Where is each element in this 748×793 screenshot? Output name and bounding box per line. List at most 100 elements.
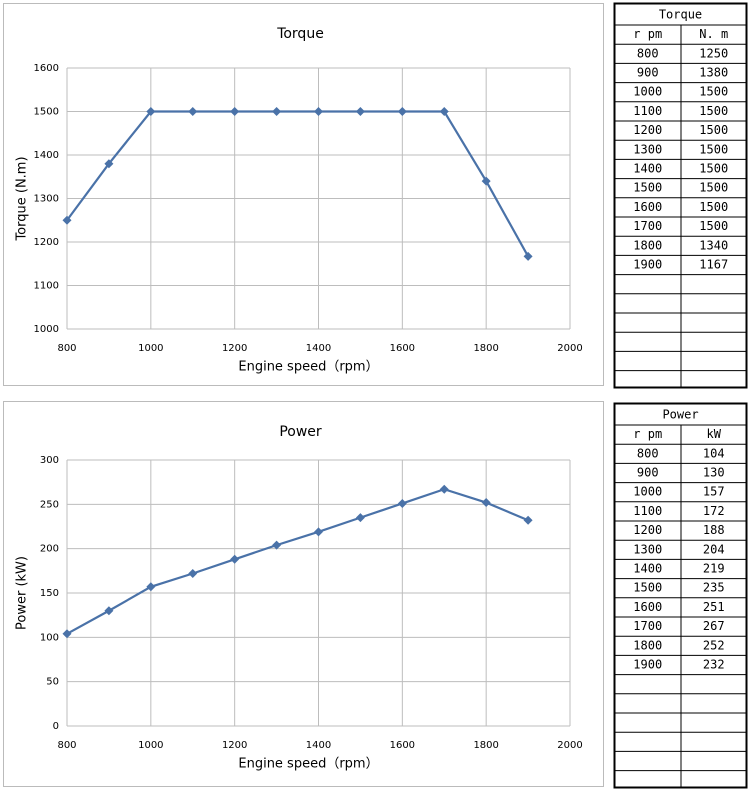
- y-tick-label: 1400: [34, 150, 59, 161]
- data-point: [146, 107, 156, 116]
- data-point: [146, 582, 156, 592]
- x-tick-label: 1000: [138, 740, 163, 751]
- table-cell: 1500: [699, 162, 728, 176]
- table-cell: 1800: [633, 238, 662, 252]
- x-tick-label: 800: [57, 343, 76, 354]
- table-cell: 1000: [633, 85, 662, 99]
- table-cell: 900: [637, 66, 659, 80]
- data-point: [397, 498, 407, 508]
- y-tick-label: 1200: [34, 237, 59, 248]
- table-frame: [613, 402, 748, 789]
- table-cell: 1500: [633, 181, 662, 195]
- data-point: [188, 107, 198, 116]
- x-tick-label: 1800: [473, 740, 498, 751]
- table-header: N. m: [699, 27, 728, 41]
- data-point: [523, 251, 533, 261]
- x-tick-label: 1000: [138, 343, 163, 354]
- data-line: [66, 488, 529, 635]
- y-tick-label: 250: [40, 499, 59, 510]
- table-cell: 1300: [633, 142, 662, 156]
- data-point: [230, 107, 240, 116]
- y-tick-label: 1300: [34, 194, 59, 205]
- table-cell: 251: [703, 600, 725, 614]
- table-cell: 267: [703, 619, 725, 633]
- data-point: [481, 176, 491, 186]
- chart-title: Power: [279, 424, 322, 440]
- table-cell: 1500: [699, 104, 728, 118]
- y-tick-label: 50: [46, 677, 59, 688]
- y-tick-label: 1000: [34, 324, 59, 335]
- table-cell: 800: [637, 46, 659, 60]
- table-cell: 1600: [633, 600, 662, 614]
- table-cell: 219: [703, 562, 725, 576]
- data-point: [439, 107, 449, 116]
- table-cell: 1400: [633, 162, 662, 176]
- data-point: [397, 107, 407, 116]
- data-point: [272, 540, 282, 550]
- y-tick-label: 100: [40, 632, 59, 643]
- table-cell: 204: [703, 542, 725, 556]
- data-point: [355, 513, 365, 523]
- data-point: [272, 107, 282, 116]
- x-tick-label: 1400: [306, 343, 331, 354]
- table-cell: 235: [703, 581, 725, 595]
- table-cell: 1600: [633, 200, 662, 214]
- table-cell: 252: [703, 638, 725, 652]
- x-tick-label: 2000: [557, 343, 582, 354]
- y-tick-label: 0: [53, 721, 59, 732]
- y-axis-label: Power (kW): [15, 556, 30, 630]
- table-cell: 104: [703, 446, 725, 460]
- table-cell: 1500: [699, 142, 728, 156]
- table-title: Power: [662, 408, 698, 422]
- table-cell: 1500: [699, 200, 728, 214]
- table-cell: 800: [637, 446, 659, 460]
- y-tick-label: 300: [40, 455, 59, 466]
- data-line: [66, 110, 530, 257]
- chart-frame: [3, 401, 604, 787]
- table-cell: 1500: [699, 219, 728, 233]
- chart-title: Torque: [276, 26, 324, 42]
- table-cell: 1500: [633, 581, 662, 595]
- table-cell: 188: [703, 523, 725, 537]
- table-cell: 1900: [633, 658, 662, 672]
- y-tick-label: 150: [40, 588, 59, 599]
- data-point: [104, 606, 114, 616]
- y-axis-label: Torque (N.m): [15, 156, 30, 241]
- data-point: [62, 629, 72, 639]
- y-tick-label: 1500: [34, 107, 59, 118]
- table-cell: 1100: [633, 104, 662, 118]
- table-cell: 1800: [633, 638, 662, 652]
- table-cell: 1200: [633, 123, 662, 137]
- table-cell: 157: [703, 485, 725, 499]
- data-point: [62, 215, 72, 225]
- table-cell: 1340: [699, 238, 728, 252]
- data-point: [355, 107, 365, 116]
- data-point: [188, 568, 198, 578]
- table-cell: 1700: [633, 219, 662, 233]
- table-cell: 1900: [633, 258, 662, 272]
- x-tick-label: 1600: [390, 740, 415, 751]
- data-point: [230, 554, 240, 564]
- table-header: kW: [707, 427, 722, 441]
- table-cell: 1400: [633, 562, 662, 576]
- data-point: [314, 527, 323, 537]
- table-cell: 1700: [633, 619, 662, 633]
- x-tick-label: 800: [57, 740, 76, 751]
- y-tick-label: 1600: [34, 63, 59, 74]
- table-cell: 1000: [633, 485, 662, 499]
- data-point: [439, 484, 449, 494]
- chart-frame: [3, 3, 604, 386]
- data-point: [523, 515, 533, 525]
- table-cell: 172: [703, 504, 725, 518]
- data-point: [481, 498, 491, 508]
- table-cell: 900: [637, 466, 659, 480]
- x-tick-label: 2000: [557, 740, 582, 751]
- table-cell: 1500: [699, 123, 728, 137]
- table-cell: 1250: [699, 46, 728, 60]
- table-cell: 1380: [699, 66, 728, 80]
- y-tick-label: 200: [40, 544, 59, 555]
- x-axis-label: Engine speed（rpm）: [238, 360, 378, 375]
- y-tick-label: 1100: [34, 281, 59, 292]
- table-cell: 130: [703, 466, 725, 480]
